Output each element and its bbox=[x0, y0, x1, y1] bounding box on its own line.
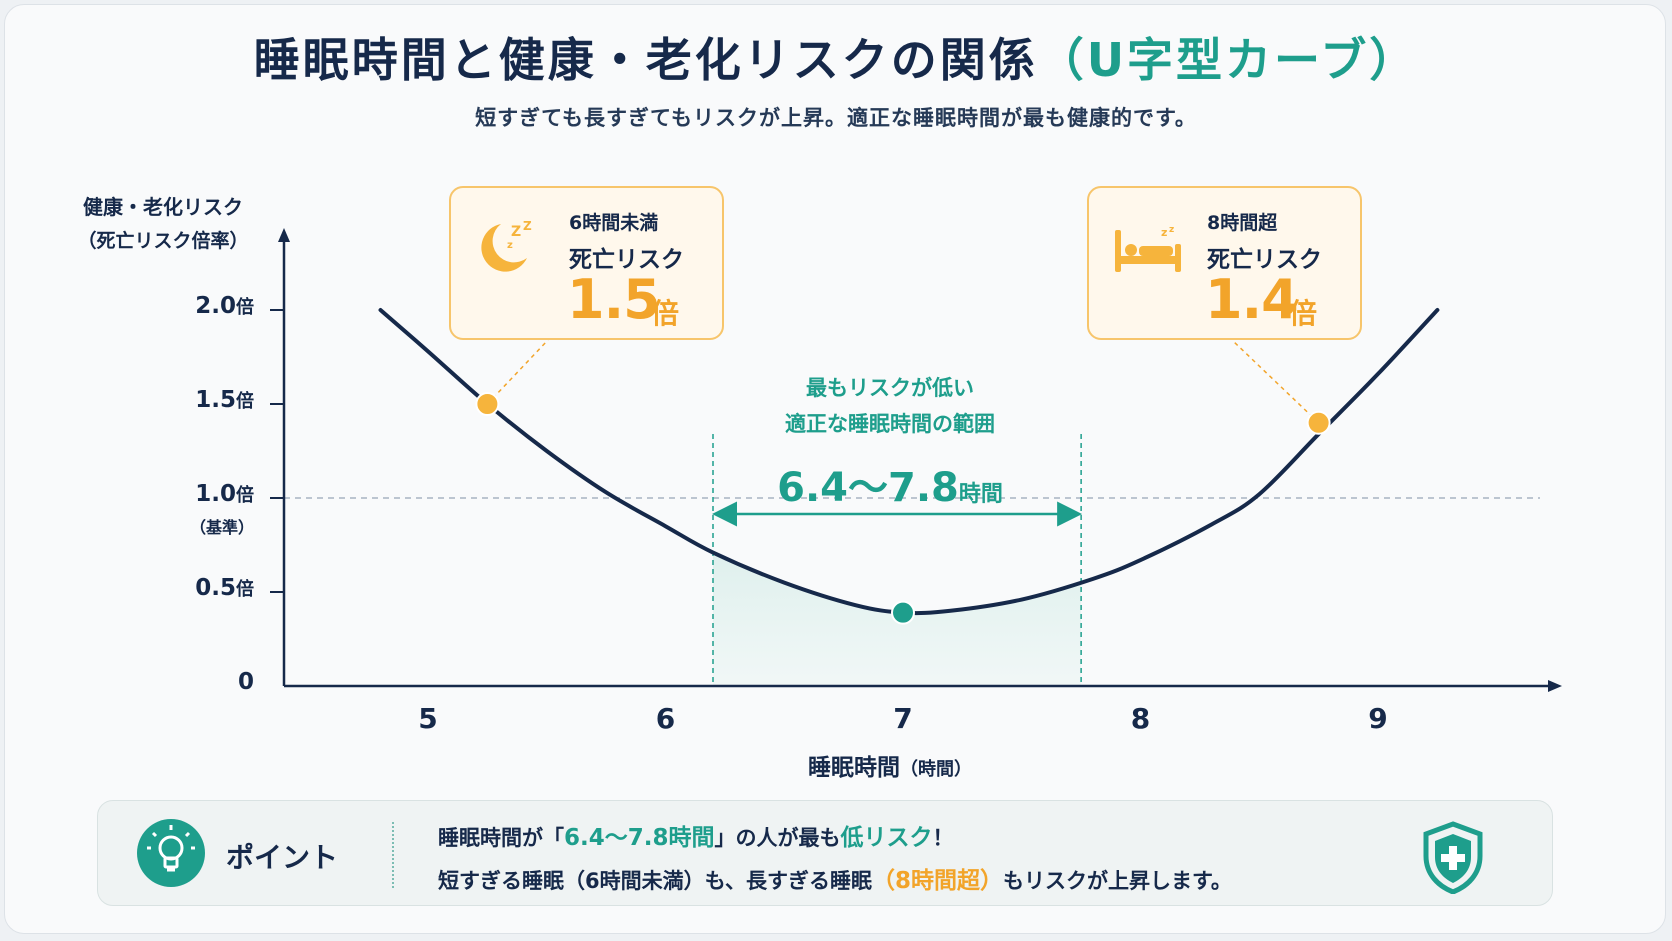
bed-icon: z z bbox=[1115, 225, 1181, 272]
x-tick-label: 9 bbox=[1368, 702, 1388, 735]
y-tick-label: 1.0倍 bbox=[195, 481, 254, 507]
long-sleep-point bbox=[1306, 410, 1331, 435]
x-tick-label: 5 bbox=[418, 702, 438, 735]
point-divider bbox=[392, 822, 394, 888]
y-tick-label: 1.5倍 bbox=[195, 387, 254, 413]
x-axis-label: 睡眠時間（時間） bbox=[808, 755, 972, 781]
point-line-2: 短すぎる睡眠（6時間未満）も、長すぎる睡眠（8時間超）もリスクが上昇します。 bbox=[438, 868, 1232, 894]
y-tick-label: 0 bbox=[237, 669, 254, 695]
point-line-1: 睡眠時間が「6.4～7.8時間」の人が最も低リスク！ bbox=[438, 825, 954, 851]
long-sleep-callout: z z 8時間超 死亡リスク 1.4 倍 bbox=[1087, 186, 1362, 340]
infographic-card bbox=[4, 4, 1666, 934]
svg-text:Z: Z bbox=[523, 219, 532, 233]
x-tick-label: 6 bbox=[655, 702, 676, 735]
y-axis-label: 健康・老化リスク （死亡リスク倍率） bbox=[48, 190, 278, 258]
y-tick-label: 0.5倍 bbox=[195, 575, 254, 601]
optimal-label-line1: 最もリスクが低い bbox=[806, 376, 974, 400]
page-subtitle: 短すぎても長すぎてもリスクが上昇。適正な睡眠時間が最も健康的です。 bbox=[475, 106, 1197, 130]
y-axis-label-main: 健康・老化リスク bbox=[83, 195, 243, 219]
callout-right-leader bbox=[1231, 339, 1320, 424]
optimal-range-value: 6.4～7.8時間 bbox=[777, 465, 1003, 511]
x-tick-label: 7 bbox=[893, 702, 913, 735]
moon-sleep-icon: Z Z z bbox=[481, 219, 532, 272]
title-accent: （U字型カーブ） bbox=[1037, 33, 1419, 87]
shield-plus-icon bbox=[1423, 821, 1483, 894]
svg-text:z: z bbox=[1161, 226, 1167, 239]
callout-right-value: 1.4 bbox=[1205, 268, 1299, 331]
y-axis-arrowhead bbox=[278, 228, 290, 242]
callout-right-line1: 8時間超 bbox=[1207, 212, 1278, 234]
title-main: 睡眠時間と健康・老化リスクの関係 bbox=[253, 33, 1038, 87]
short-sleep-callout: Z Z z 6時間未満 死亡リスク 1.5 倍 bbox=[449, 186, 724, 340]
callout-left-line1: 6時間未満 bbox=[569, 212, 659, 234]
x-axis-arrowhead bbox=[1548, 680, 1562, 692]
svg-text:z: z bbox=[507, 240, 513, 251]
page-title: 睡眠時間と健康・老化リスクの関係（U字型カーブ） bbox=[0, 24, 1672, 90]
callout-left-value: 1.5 bbox=[567, 268, 661, 331]
svg-text:Z: Z bbox=[511, 224, 521, 240]
callout-left-line2: 死亡リスク bbox=[569, 247, 684, 273]
minimum-risk-point bbox=[891, 600, 915, 625]
callout-right-unit: 倍 bbox=[1289, 297, 1318, 330]
point-title: ポイント bbox=[226, 841, 339, 874]
callout-left-unit: 倍 bbox=[651, 297, 680, 330]
optimal-label-line2: 適正な睡眠時間の範囲 bbox=[785, 412, 995, 436]
callout-left-leader bbox=[486, 339, 549, 405]
optimal-range-label: 最もリスクが低い 適正な睡眠時間の範囲 bbox=[690, 370, 1090, 442]
x-tick-label: 8 bbox=[1130, 702, 1151, 735]
lightbulb-icon bbox=[137, 819, 205, 887]
short-sleep-point bbox=[475, 392, 500, 416]
svg-text:z: z bbox=[1169, 225, 1174, 235]
point-box bbox=[97, 800, 1553, 906]
callout-right-line2: 死亡リスク bbox=[1207, 247, 1322, 273]
y-tick-note: （基準） bbox=[189, 518, 254, 537]
y-tick-label: 2.0倍 bbox=[195, 293, 254, 319]
y-axis-label-sub: （死亡リスク倍率） bbox=[77, 230, 249, 252]
